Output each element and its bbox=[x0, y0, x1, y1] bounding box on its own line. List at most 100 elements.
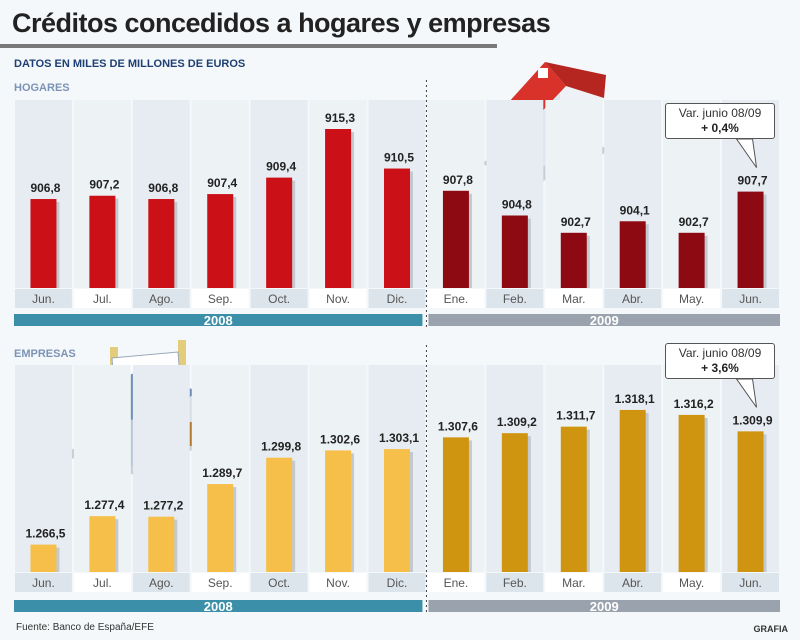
title-underline bbox=[0, 44, 497, 48]
hogares-bar-value-label: 907,4 bbox=[207, 176, 237, 190]
hogares-bar-value-label: 906,8 bbox=[30, 181, 60, 195]
empresas-variation-label: Var. junio 08/09 bbox=[678, 346, 762, 360]
hogares-year-label: 2008 bbox=[204, 313, 233, 328]
credit-note: GRAFIA bbox=[753, 624, 789, 634]
empresas-bar-value-label: 1.307,6 bbox=[438, 419, 478, 433]
hogares-bar-value-label: 907,8 bbox=[443, 173, 473, 187]
empresas-tick-cell bbox=[309, 573, 367, 592]
hogares-tick-cell bbox=[368, 289, 426, 308]
empresas-tick-label: Feb. bbox=[503, 576, 527, 590]
hogares-bar-value-label: 904,1 bbox=[620, 203, 650, 217]
empresas-bar-value-label: 1.266,5 bbox=[25, 527, 65, 541]
hogares-tick-label: Sep. bbox=[208, 292, 233, 306]
hogares-tick-cell bbox=[309, 289, 367, 308]
hogares-bar-value-label: 915,3 bbox=[325, 111, 355, 125]
empresas-tick-label: Jul. bbox=[93, 576, 112, 590]
hogares-variation-label: Var. junio 08/09 bbox=[678, 106, 762, 120]
empresas-year-label: 2009 bbox=[590, 599, 619, 614]
empresas-tick-label: Abr. bbox=[622, 576, 643, 590]
hogares-tick-label: Oct. bbox=[268, 292, 290, 306]
hogares-bar-value-label: 906,8 bbox=[148, 181, 178, 195]
empresas-bar-value-label: 1.316,2 bbox=[674, 397, 714, 411]
hogares-bar-value-label: 904,8 bbox=[502, 198, 532, 212]
hogares-tick-label: Feb. bbox=[503, 292, 527, 306]
hogares-year-label: 2009 bbox=[590, 313, 619, 328]
empresas-tick-label: Sep. bbox=[208, 576, 233, 590]
empresas-tick-cell bbox=[486, 573, 544, 592]
hogares-bar bbox=[501, 215, 528, 288]
empresas-tick-cell bbox=[250, 573, 308, 592]
empresas-bar bbox=[501, 433, 528, 572]
empresas-tick-cell bbox=[132, 573, 190, 592]
empresas-bar-value-label: 1.299,8 bbox=[261, 440, 301, 454]
empresas-tick-label: Ene. bbox=[444, 576, 469, 590]
empresas-tick-cell bbox=[604, 573, 662, 592]
empresas-bar bbox=[207, 484, 234, 572]
empresas-column-bg bbox=[15, 365, 72, 572]
hogares-bar bbox=[560, 232, 587, 288]
empresas-tick-label: Jun. bbox=[32, 576, 55, 590]
empresas-bar bbox=[678, 414, 705, 572]
hogares-tick-label: Nov. bbox=[326, 292, 350, 306]
hogares-panel-title: HOGARES bbox=[14, 82, 70, 94]
empresas-bar bbox=[560, 426, 587, 572]
empresas-bar-value-label: 1.277,2 bbox=[143, 499, 183, 513]
hogares-bar-value-label: 907,7 bbox=[738, 174, 768, 188]
hogares-tick-label: Jul. bbox=[93, 292, 112, 306]
empresas-bar bbox=[619, 409, 646, 572]
chart-title: Créditos concedidos a hogares y empresas bbox=[12, 8, 551, 38]
hogares-bar-value-label: 910,5 bbox=[384, 151, 414, 165]
hogares-tick-label: Abr. bbox=[622, 292, 643, 306]
empresas-tick-label: Oct. bbox=[268, 576, 290, 590]
empresas-panel-title: EMPRESAS bbox=[14, 348, 76, 360]
empresas-bar-value-label: 1.309,2 bbox=[497, 415, 537, 429]
empresas-bar-value-label: 1.311,7 bbox=[556, 409, 596, 423]
hogares-variation-value: + 0,4% bbox=[701, 121, 739, 135]
hogares-tick-cell bbox=[486, 289, 544, 308]
empresas-year-label: 2008 bbox=[204, 599, 233, 614]
empresas-bar bbox=[384, 449, 410, 572]
empresas-bar bbox=[737, 431, 764, 572]
empresas-tick-label: Ago. bbox=[149, 576, 174, 590]
hogares-tick-label: Ago. bbox=[149, 292, 174, 306]
empresas-bar-value-label: 1.318,1 bbox=[615, 392, 655, 406]
hogares-bar-value-label: 902,7 bbox=[561, 215, 591, 229]
empresas-bar bbox=[89, 516, 116, 572]
empresas-year-band bbox=[14, 600, 423, 612]
empresas-tick-label: Dic. bbox=[387, 576, 408, 590]
empresas-bar bbox=[148, 516, 175, 572]
hogares-bar bbox=[678, 232, 705, 288]
hogares-tick-cell bbox=[663, 289, 721, 308]
empresas-tick-cell bbox=[73, 573, 131, 592]
empresas-variation-box: Var. junio 08/09 + 3,6% bbox=[665, 343, 775, 379]
hogares-year-band bbox=[14, 314, 423, 326]
empresas-bar-value-label: 1.302,6 bbox=[320, 432, 360, 446]
hogares-bar bbox=[619, 221, 646, 288]
empresas-bar-value-label: 1.289,7 bbox=[202, 466, 242, 480]
hogares-tick-cell bbox=[545, 289, 603, 308]
empresas-bar bbox=[266, 457, 293, 572]
hogares-bar bbox=[207, 194, 234, 288]
chart-subtitle: DATOS EN MILES DE MILLONES DE EUROS bbox=[14, 58, 246, 70]
hogares-bar-value-label: 902,7 bbox=[679, 215, 709, 229]
hogares-bar bbox=[442, 190, 469, 288]
hogares-tick-label: Jun. bbox=[739, 292, 762, 306]
empresas-bar-value-label: 1.277,4 bbox=[84, 498, 124, 512]
hogares-bar bbox=[89, 195, 116, 288]
empresas-tick-cell bbox=[663, 573, 721, 592]
empresas-bar bbox=[325, 450, 352, 572]
empresas-tick-cell bbox=[545, 573, 603, 592]
hogares-tick-cell bbox=[427, 289, 485, 308]
hogares-bar-value-label: 909,4 bbox=[266, 160, 296, 174]
hogares-bar-value-label: 907,2 bbox=[89, 178, 119, 192]
hogares-bar bbox=[30, 199, 57, 288]
hogares-tick-label: May. bbox=[679, 292, 704, 306]
hogares-tick-cell bbox=[191, 289, 249, 308]
hogares-bar bbox=[266, 177, 293, 288]
empresas-callout-pointer bbox=[735, 378, 758, 408]
hogares-year-band bbox=[428, 314, 780, 326]
empresas-bar-value-label: 1.303,1 bbox=[379, 431, 419, 445]
empresas-tick-label: Jun. bbox=[739, 576, 762, 590]
empresas-tick-label: Mar. bbox=[562, 576, 585, 590]
